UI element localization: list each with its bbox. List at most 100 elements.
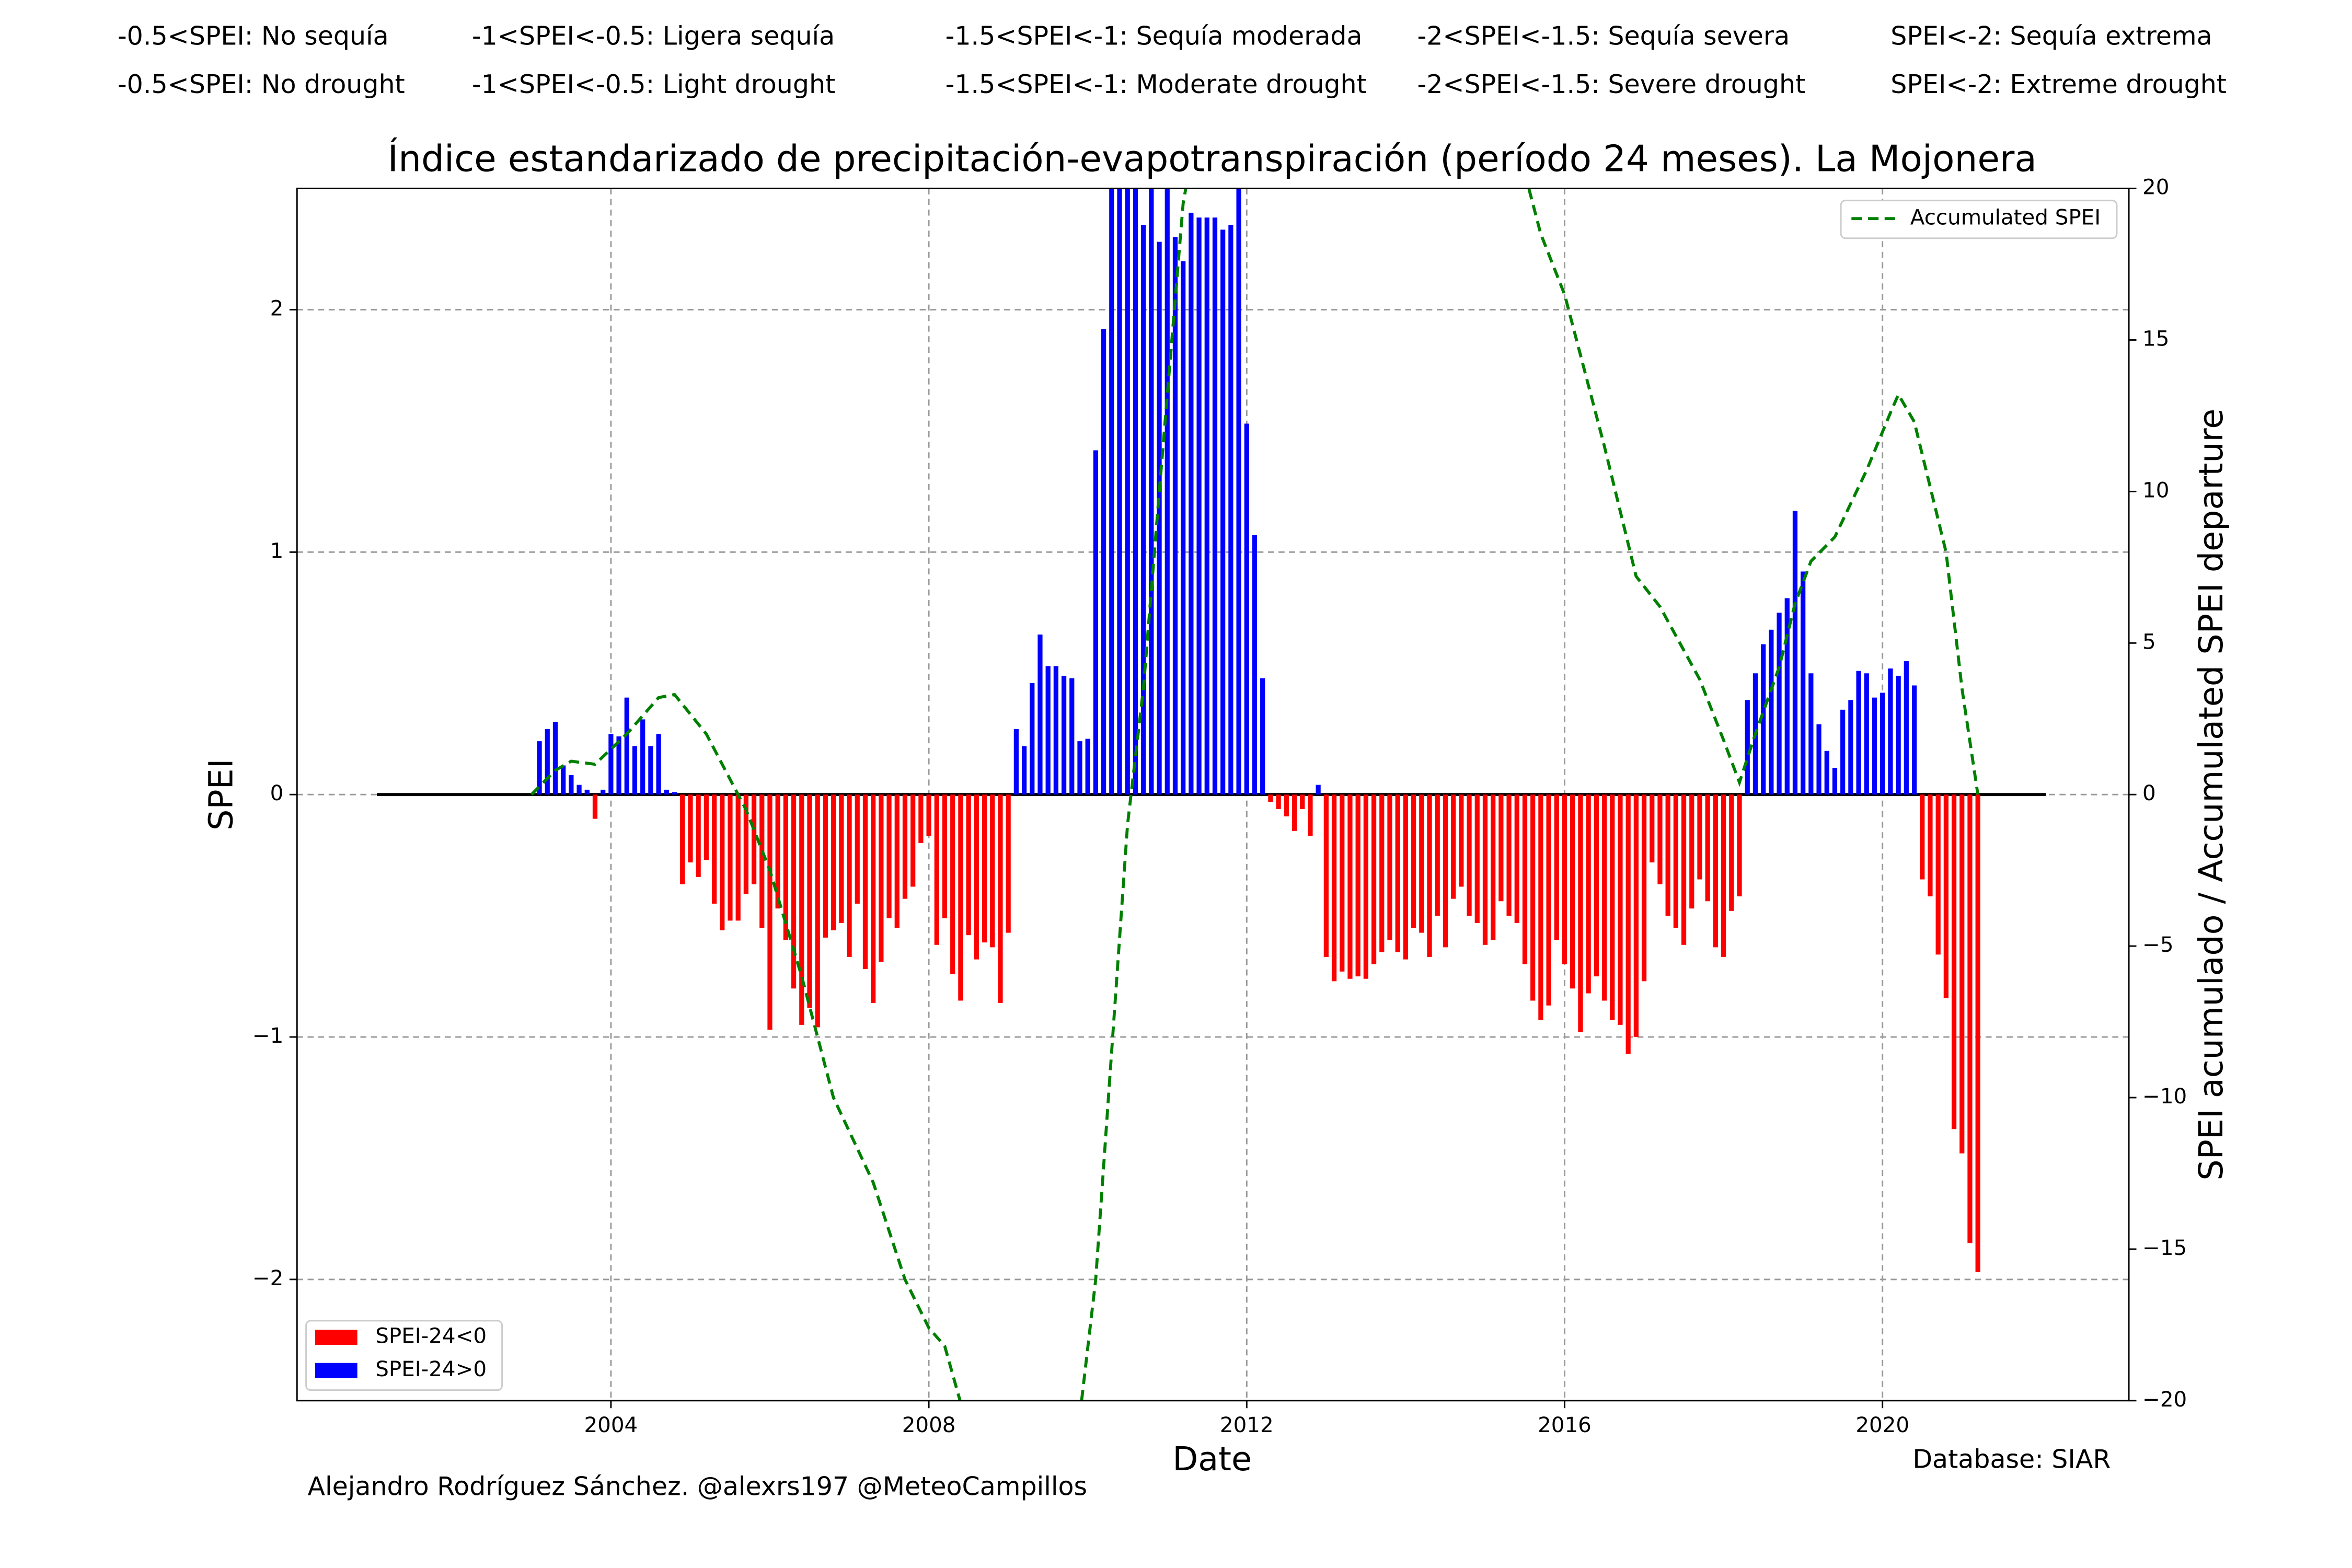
bar	[1013, 729, 1019, 795]
bar	[950, 794, 955, 974]
bar	[1546, 794, 1551, 1006]
bar	[1856, 671, 1861, 795]
bar	[1125, 188, 1130, 795]
bar	[1911, 685, 1917, 795]
bar	[1030, 683, 1035, 795]
bar	[1761, 644, 1766, 795]
bar	[640, 719, 645, 795]
plot-area	[377, 188, 2046, 1401]
header-note: -2<SPEI<-1.5: Sequía severa	[1417, 21, 1790, 51]
bar	[847, 794, 852, 957]
bar	[1920, 794, 1925, 880]
bar	[1021, 746, 1027, 795]
bar	[720, 794, 725, 930]
header-note: SPEI<-2: Sequía extrema	[1890, 21, 2212, 51]
legend-box	[1840, 200, 2118, 239]
y-tick-label: 2	[270, 296, 284, 321]
bar	[561, 765, 566, 795]
y2-tick-label: 20	[2142, 175, 2169, 200]
bar	[735, 794, 741, 921]
bar	[1801, 571, 1806, 795]
source: Database: SIAR	[1912, 1444, 2111, 1474]
bar	[1562, 794, 1567, 964]
credit: Alejandro Rodríguez Sánchez. @alexrs197 …	[307, 1471, 1087, 1502]
header-note: -1.5<SPEI<-1: Moderate drought	[946, 69, 1367, 99]
y2-axis-label: SPEI acumulado / Accumulated SPEI depart…	[2192, 409, 2230, 1181]
bar	[1650, 794, 1655, 863]
y-tick-label: −1	[252, 1023, 284, 1048]
bar	[1928, 794, 1933, 897]
bar	[1331, 794, 1337, 982]
bar	[926, 794, 931, 836]
bar	[1935, 794, 1941, 955]
bar	[1244, 423, 1249, 795]
bar	[632, 746, 638, 795]
bar	[1506, 794, 1512, 916]
bar	[1705, 794, 1710, 902]
header-note: -1<SPEI<-0.5: Light drought	[472, 69, 835, 99]
bar	[1721, 794, 1726, 957]
bar	[1101, 329, 1106, 795]
accumulated-line	[530, 188, 1980, 1401]
bar	[775, 794, 780, 909]
bar	[871, 794, 876, 1004]
header-note: -0.5<SPEI: No sequía	[118, 21, 389, 51]
bar	[1435, 794, 1440, 916]
bar	[1189, 212, 1194, 795]
bar	[1284, 794, 1289, 816]
bar	[1498, 794, 1504, 902]
bar	[767, 794, 773, 1030]
header-note: -1<SPEI<-0.5: Ligera sequía	[472, 21, 835, 51]
bar	[1641, 794, 1647, 982]
y2-tick-label: −5	[2142, 932, 2174, 957]
bar	[1403, 794, 1409, 960]
bar	[1061, 675, 1067, 795]
bar	[855, 794, 860, 904]
bar	[1737, 794, 1742, 897]
bar	[1467, 794, 1472, 916]
bar	[1840, 709, 1846, 795]
bar	[1554, 794, 1559, 940]
bar	[1419, 794, 1424, 933]
y-tick-label: 0	[270, 781, 284, 805]
x-tick-label: 2016	[1538, 1413, 1592, 1437]
x-tick-label: 2004	[584, 1413, 638, 1437]
bar	[1491, 794, 1496, 940]
header-note: SPEI<-2: Extreme drought	[1890, 69, 2227, 99]
bar	[1864, 673, 1869, 795]
bar	[1633, 794, 1639, 1037]
bar	[1601, 794, 1607, 1001]
bar	[1459, 794, 1464, 887]
bar	[966, 794, 971, 936]
y2-tick-label: 10	[2142, 478, 2169, 502]
bar	[1625, 794, 1631, 1054]
y2-tick-label: −20	[2142, 1387, 2187, 1412]
bar	[1538, 794, 1543, 1020]
bar	[1777, 613, 1782, 795]
bar	[1316, 785, 1321, 795]
bar	[1260, 678, 1265, 795]
bar	[1212, 217, 1218, 795]
bar	[1037, 635, 1043, 795]
y2-tick-label: −15	[2142, 1236, 2187, 1260]
bar	[1220, 229, 1226, 795]
bar	[1395, 794, 1400, 952]
bar	[1157, 241, 1162, 795]
bar	[608, 734, 614, 795]
bar	[1371, 794, 1377, 964]
bar	[1697, 794, 1702, 880]
bar	[1411, 794, 1416, 928]
bar	[1848, 700, 1853, 795]
bar	[902, 794, 908, 899]
legend-label: SPEI-24<0	[375, 1324, 487, 1348]
bar	[728, 794, 733, 921]
bar	[1673, 794, 1678, 928]
bar	[934, 794, 939, 945]
bar	[1975, 794, 1980, 1272]
bar	[894, 794, 900, 928]
y-tick-label: 1	[270, 538, 284, 563]
bar	[1149, 188, 1154, 795]
bar	[1347, 794, 1353, 979]
bar	[569, 775, 574, 795]
